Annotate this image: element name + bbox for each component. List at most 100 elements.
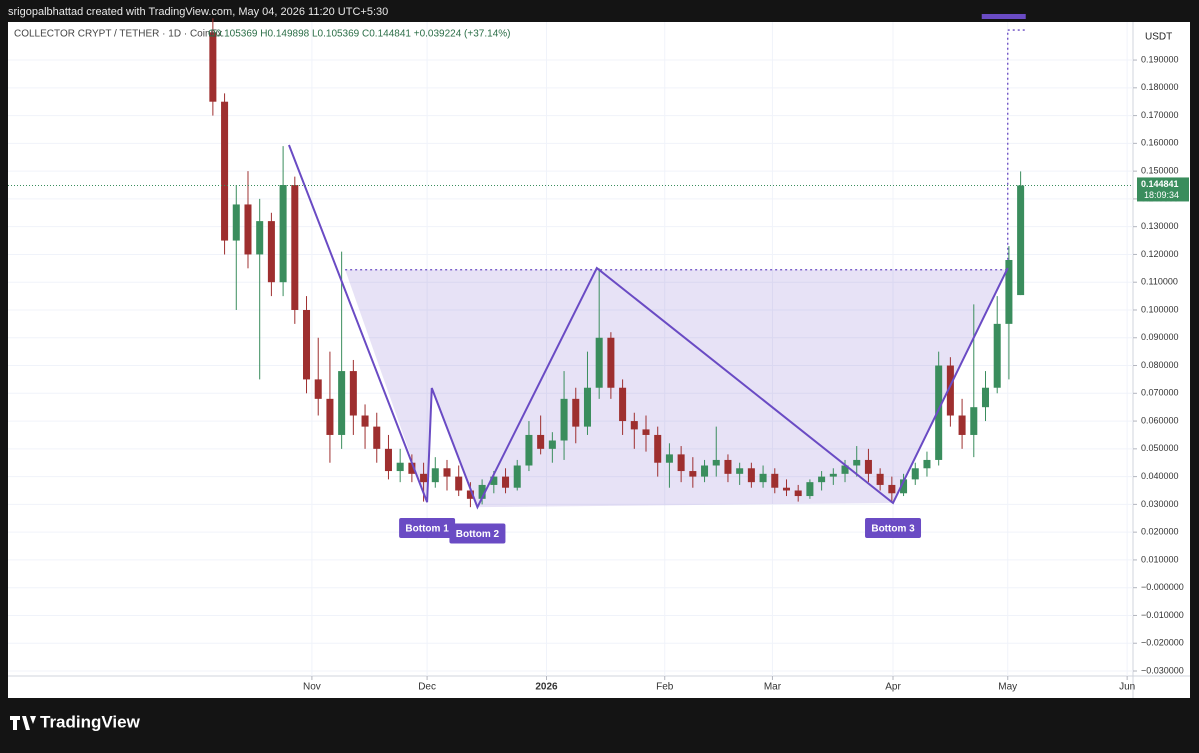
candle-body (864, 459, 872, 474)
candle-body (654, 434, 662, 463)
x-tick-label: Dec (418, 682, 436, 693)
y-tick-label: 0.150000 (1141, 166, 1179, 176)
annotation-box (399, 517, 456, 538)
y-tick-label: 0.010000 (1141, 554, 1179, 564)
candle-body (689, 471, 697, 477)
candle-body (384, 448, 392, 472)
candle-body (946, 365, 954, 416)
price-label: 0.144841 (1141, 179, 1179, 189)
target-box (981, 14, 1026, 19)
x-tick-label: Nov (303, 682, 321, 693)
y-tick-label: 0.110000 (1141, 277, 1178, 287)
x-tick-label: Jun (1119, 682, 1135, 693)
candle-body (747, 468, 755, 483)
candle-body (267, 221, 275, 283)
candle-body (724, 459, 732, 474)
y-tick-label: −0.010000 (1141, 610, 1184, 620)
candle-body (466, 490, 474, 499)
x-tick-label: Mar (764, 682, 782, 693)
candle-body (970, 407, 978, 435)
annotation: Bottom 1 (405, 524, 449, 535)
candle-body (935, 365, 943, 460)
candle-body (502, 476, 510, 488)
candle-body (782, 487, 790, 491)
y-tick-label: 0.180000 (1141, 82, 1179, 92)
candle-body (619, 387, 627, 422)
candle-body (490, 476, 498, 485)
candle-body (349, 371, 357, 416)
candle-body (303, 309, 311, 380)
x-tick-label: Feb (656, 682, 674, 693)
x-tick-label: 2026 (535, 682, 558, 693)
candle-body (712, 459, 720, 466)
annotation-box (449, 523, 506, 544)
y-tick-label: 0.130000 (1141, 221, 1179, 231)
candle-body (338, 371, 346, 435)
y-tick-label: 0.030000 (1141, 499, 1179, 509)
x-tick-label: May (998, 682, 1017, 693)
brand-logo (10, 716, 36, 730)
candle-body (794, 490, 802, 497)
candle-body (1017, 185, 1025, 296)
candle-body (548, 440, 556, 449)
candle-body (923, 459, 931, 469)
candle-body (993, 323, 1001, 388)
x-tick-label: Apr (885, 682, 901, 693)
candle-body (244, 204, 252, 255)
candle-body (443, 468, 451, 477)
candle-body (513, 465, 521, 488)
candle-body (853, 459, 861, 466)
candle-body (829, 473, 837, 477)
candle-body (759, 473, 767, 483)
candle-body (841, 465, 849, 474)
candle-body (642, 429, 650, 435)
candle-body (525, 434, 533, 466)
y-tick-label: 0.100000 (1141, 304, 1179, 314)
candle-body (1005, 259, 1013, 324)
y-tick-label: 0.160000 (1141, 138, 1179, 148)
candle-body (771, 473, 779, 488)
candle-body (420, 473, 428, 483)
candle-body (677, 454, 685, 472)
candle-body (981, 387, 990, 408)
pattern-area (345, 268, 1008, 508)
candle-body (888, 484, 896, 494)
candle-body (736, 468, 744, 474)
candle-body (806, 482, 814, 497)
y-tick-label: 0.050000 (1141, 443, 1179, 453)
y-tick-label: 0.040000 (1141, 471, 1179, 481)
candle-body (665, 454, 673, 463)
credit: srigopalbhattad created with TradingView… (8, 6, 388, 18)
y-tick-label: −0.030000 (1141, 665, 1184, 675)
candle-body (396, 462, 404, 472)
candle-body (583, 387, 591, 427)
candle-body (701, 465, 709, 477)
candle-body (818, 476, 826, 483)
y-tick-label: 0.060000 (1141, 415, 1179, 425)
plot: Bottom 1 Bottom 2 Bottom 3 (8, 14, 1133, 544)
candle-body (537, 434, 545, 449)
candle-body (431, 468, 439, 483)
candle-body (256, 221, 264, 255)
candle-body (361, 415, 369, 427)
ohlc-legend: O0.105369 H0.149898 L0.105369 C0.144841 … (208, 29, 510, 40)
candle-body (455, 476, 463, 491)
y-tick-label: 0.070000 (1141, 388, 1179, 398)
chart-title: COLLECTOR CRYPT / TETHER · 1D · CoinEx (14, 29, 222, 40)
annotation-box (865, 517, 922, 538)
candle-body (595, 337, 603, 388)
candle-body (958, 415, 966, 435)
candle-body (911, 468, 919, 480)
currency: USDT (1145, 32, 1172, 43)
y-tick-label: 0.020000 (1141, 527, 1179, 537)
candle-body (209, 32, 217, 102)
y-tick-label: 0.080000 (1141, 360, 1179, 370)
price-box (1137, 177, 1189, 202)
candle-body (876, 473, 884, 485)
candle-body (291, 185, 299, 310)
annotation: Bottom 2 (456, 529, 500, 540)
candle-body (279, 185, 287, 283)
y-tick-label: 0.190000 (1141, 54, 1179, 64)
candle-body (373, 426, 381, 449)
